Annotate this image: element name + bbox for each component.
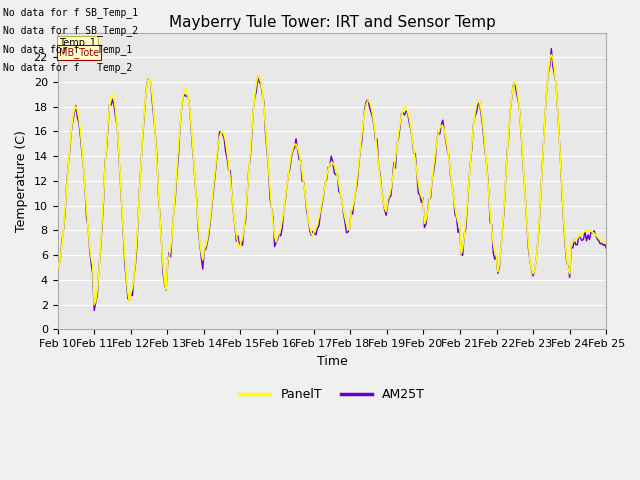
Legend: PanelT, AM25T: PanelT, AM25T [234, 383, 430, 406]
Text: Temp_1: Temp_1 [60, 37, 97, 48]
Text: No data for f SB_Temp_1: No data for f SB_Temp_1 [3, 7, 138, 18]
Text: MB_Tote: MB_Tote [60, 48, 99, 58]
Title: Mayberry Tule Tower: IRT and Sensor Temp: Mayberry Tule Tower: IRT and Sensor Temp [168, 15, 495, 30]
Text: No data for f SB_Temp_2: No data for f SB_Temp_2 [3, 25, 138, 36]
Text: No data for f   Temp_2: No data for f Temp_2 [3, 62, 132, 73]
Y-axis label: Temperature (C): Temperature (C) [15, 130, 28, 232]
Text: No data for f   Temp_1: No data for f Temp_1 [3, 44, 132, 55]
X-axis label: Time: Time [317, 355, 348, 368]
